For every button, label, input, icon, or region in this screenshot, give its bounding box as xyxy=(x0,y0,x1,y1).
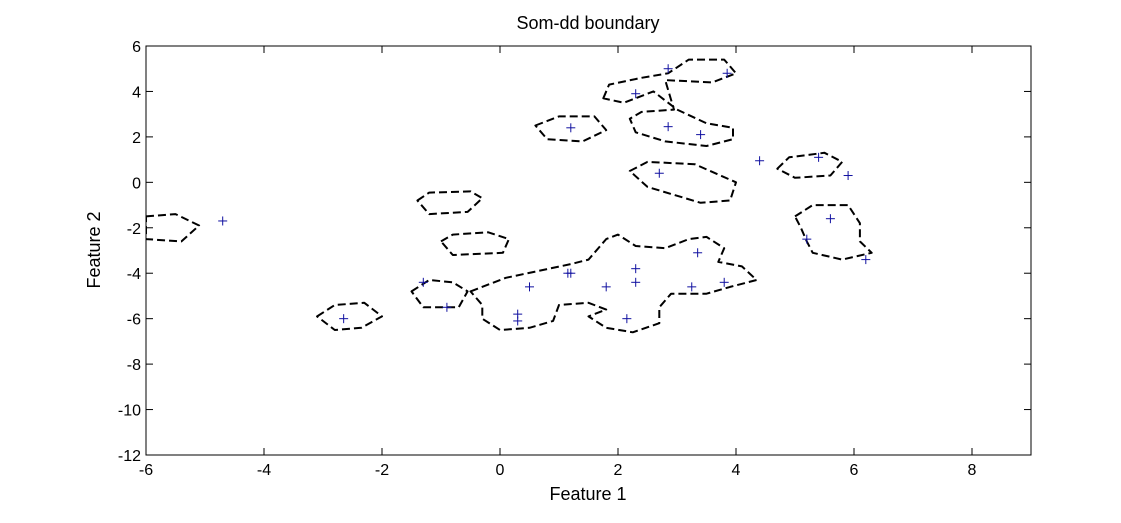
boundary-curve xyxy=(316,301,383,331)
data-point xyxy=(755,156,765,166)
x-tick-label: 4 xyxy=(732,462,741,479)
data-point xyxy=(663,122,673,132)
boundary-curve xyxy=(628,160,737,204)
boundary-curve xyxy=(469,233,758,334)
x-tick-label: 8 xyxy=(968,462,977,479)
boundary-curve xyxy=(776,151,844,179)
y-tick-label: -8 xyxy=(127,357,141,374)
boundary-curve xyxy=(440,231,510,256)
y-tick-label: -12 xyxy=(118,448,141,465)
y-tick-label: -2 xyxy=(127,221,141,238)
y-tick-label: 4 xyxy=(132,84,141,101)
data-point xyxy=(601,282,611,292)
data-point xyxy=(631,264,641,274)
x-axis: -6 -4 -2 0 2 4 6 8 xyxy=(139,46,977,479)
data-point xyxy=(696,130,706,140)
x-axis-title: Feature 1 xyxy=(549,484,626,504)
boundary-curve xyxy=(794,204,873,261)
plot-content xyxy=(146,58,873,334)
data-point xyxy=(442,302,452,312)
data-point xyxy=(218,216,228,226)
x-tick-label: -6 xyxy=(139,462,153,479)
y-tick-label: -10 xyxy=(118,403,141,420)
data-point xyxy=(566,268,576,278)
data-point xyxy=(802,234,812,244)
plot-frame xyxy=(145,45,1032,456)
data-point xyxy=(663,64,673,74)
y-tick-label: -4 xyxy=(127,266,141,283)
boundary-curve xyxy=(146,213,201,243)
chart-title: Som-dd boundary xyxy=(516,13,659,33)
data-point xyxy=(722,68,732,78)
x-tick-label: 0 xyxy=(496,462,505,479)
data-point xyxy=(513,316,523,326)
y-tick-label: 6 xyxy=(132,39,141,56)
data-point xyxy=(814,152,824,162)
data-point xyxy=(525,282,534,292)
data-point xyxy=(339,314,349,324)
x-tick-label: 2 xyxy=(614,462,623,479)
y-axis-title: Feature 2 xyxy=(84,211,104,288)
y-tick-label: -6 xyxy=(127,312,141,329)
y-tick-label: 2 xyxy=(132,130,141,147)
data-point xyxy=(566,123,576,133)
data-point xyxy=(843,171,853,181)
data-point xyxy=(654,168,664,178)
boundary-curve xyxy=(534,115,608,143)
boundary-curve xyxy=(410,279,469,309)
data-point xyxy=(631,277,641,287)
x-tick-label: 6 xyxy=(850,462,859,479)
data-point xyxy=(687,282,697,292)
data-point xyxy=(693,248,703,258)
x-tick-label: -2 xyxy=(375,462,389,479)
y-tick-label: 0 xyxy=(132,175,141,192)
data-point xyxy=(418,277,428,287)
data-point xyxy=(719,277,729,287)
boundary-curve xyxy=(602,58,737,147)
data-point xyxy=(825,214,835,224)
data-point xyxy=(861,255,871,265)
data-point xyxy=(622,314,632,324)
y-axis: 6 4 2 0 -2 -4 -6 -8 -10 -12 xyxy=(118,39,1031,465)
data-point xyxy=(631,89,641,99)
plot-area xyxy=(146,58,873,334)
boundary-curve xyxy=(416,190,484,216)
x-tick-label: -4 xyxy=(257,462,271,479)
